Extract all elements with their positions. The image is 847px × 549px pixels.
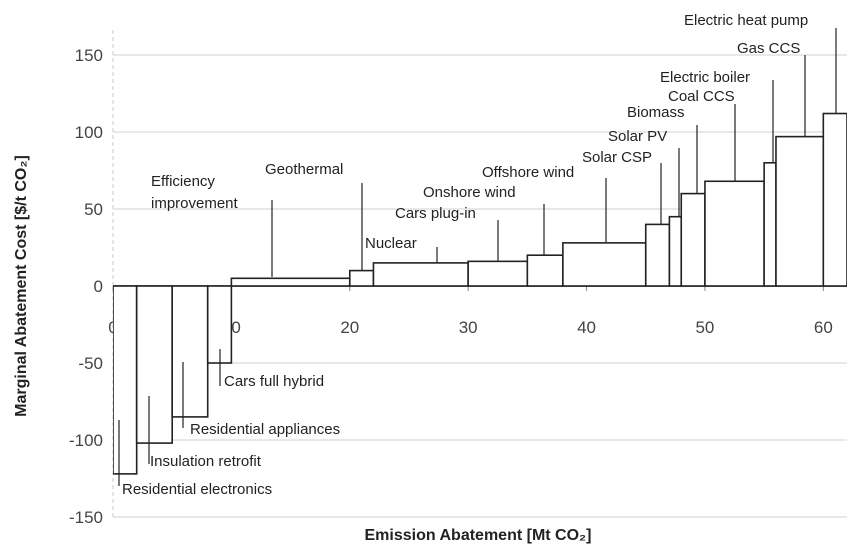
bar-label: Offshore wind [482, 164, 574, 181]
bar-label: Coal CCS [668, 88, 735, 105]
bar-label: Electric heat pump [684, 12, 808, 29]
bar [822, 112, 847, 287]
bar [372, 262, 469, 287]
bar [680, 192, 706, 287]
bar-label: Onshore wind [423, 184, 516, 201]
bar [135, 285, 173, 444]
x-tick-label: 50 [695, 318, 714, 337]
bar [171, 285, 209, 418]
y-tick-label: -100 [69, 431, 103, 450]
bar-label: Cars full hybrid [224, 373, 324, 390]
bar-label: Solar CSP [582, 149, 652, 166]
bar-label: Solar PV [608, 128, 667, 145]
bar [644, 223, 671, 287]
y-tick-label: 0 [94, 277, 103, 296]
bar-label: Residential appliances [190, 421, 340, 438]
x-tick-label: 20 [340, 318, 359, 337]
y-tick-label: -150 [69, 508, 103, 527]
bar-label: Nuclear [365, 235, 417, 252]
bar [704, 180, 765, 287]
y-tick-label: 100 [75, 123, 103, 142]
bar-label: Biomass [627, 104, 685, 121]
bar [467, 260, 529, 287]
bar [230, 277, 351, 287]
bar [775, 135, 825, 287]
bar [113, 285, 138, 475]
bar-label: Cars plug-in [395, 205, 476, 222]
y-tick-label: -50 [78, 354, 103, 373]
bar-label: Geothermal [265, 161, 343, 178]
bar-label: Gas CCS [737, 40, 800, 57]
bar-label: Residential electronics [122, 481, 272, 498]
bar [562, 242, 647, 287]
bar-label: Efficiency improvement [151, 173, 239, 212]
y-tick-label: 50 [84, 200, 103, 219]
bar [763, 162, 777, 287]
bar [668, 215, 683, 287]
bar-label: Insulation retrofit [150, 453, 262, 470]
x-tick-label: 30 [459, 318, 478, 337]
y-axis-title: Marginal Abatement Cost [$/t CO₂] [13, 155, 30, 417]
y-tick-label: 150 [75, 46, 103, 65]
bar [348, 269, 375, 287]
bar [526, 254, 564, 287]
x-axis-title: Emission Abatement [Mt CO₂] [365, 527, 592, 544]
bar-label: Electric boiler [660, 69, 750, 86]
x-tick-label: 60 [814, 318, 833, 337]
x-tick-label: 40 [577, 318, 596, 337]
